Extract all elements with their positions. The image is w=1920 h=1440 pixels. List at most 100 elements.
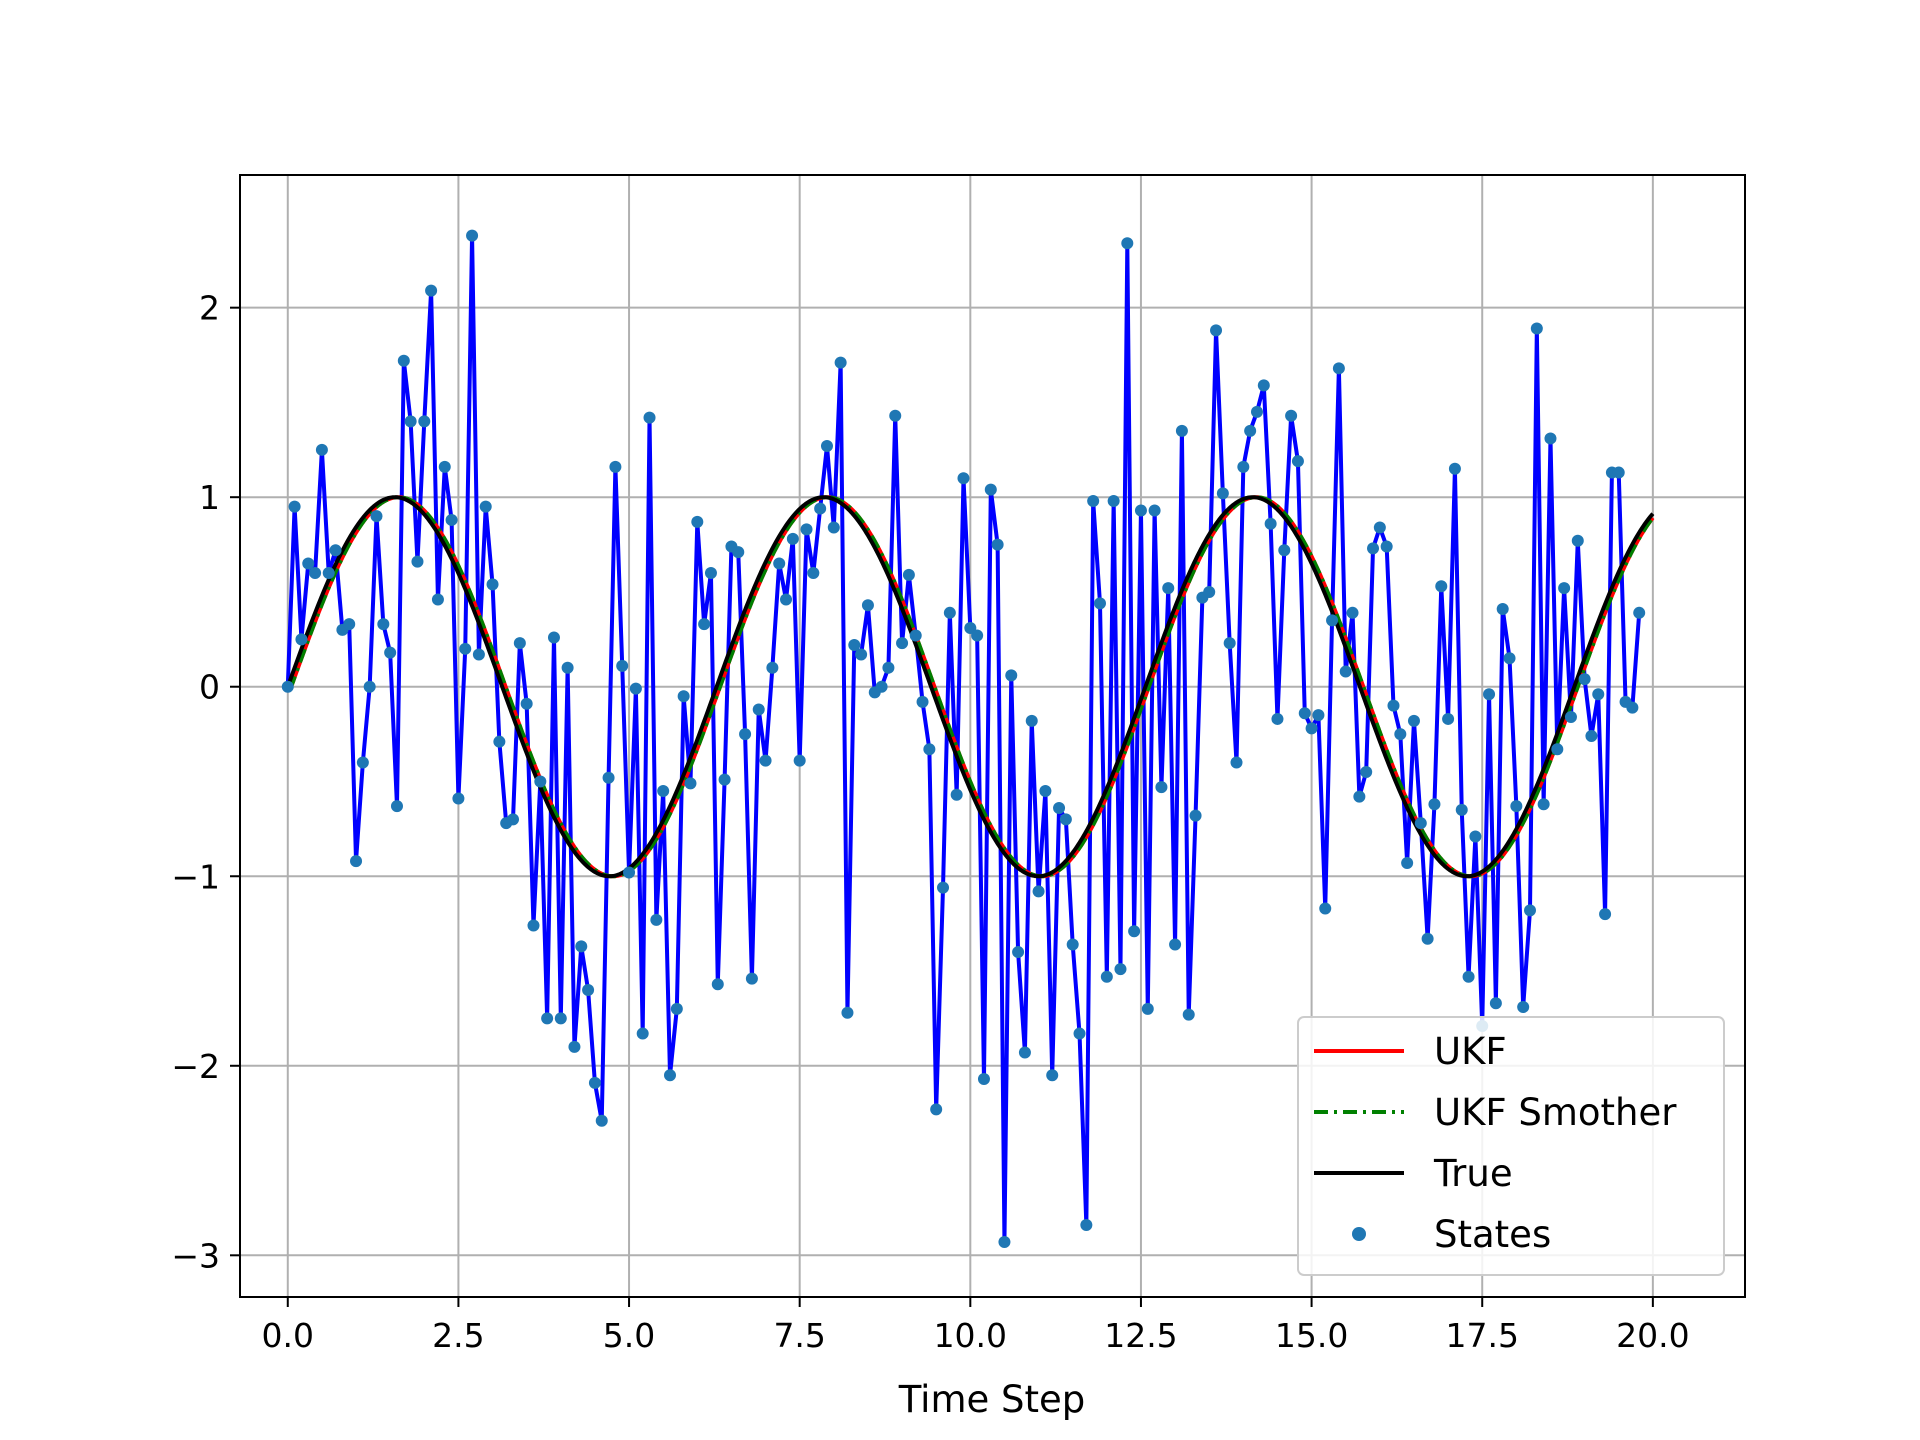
state-point	[739, 728, 752, 741]
state-point	[691, 515, 704, 528]
state-point	[438, 460, 451, 473]
state-point	[1455, 803, 1468, 816]
state-point	[616, 659, 629, 672]
x-tick-label: 0.0	[262, 1316, 314, 1355]
state-point	[1407, 714, 1420, 727]
state-point	[1319, 902, 1332, 915]
x-tick-label: 12.5	[1104, 1316, 1177, 1355]
state-point	[377, 618, 390, 631]
state-point	[643, 411, 656, 424]
state-point	[937, 881, 950, 894]
state-point	[1169, 938, 1182, 951]
legend-box	[1297, 1016, 1725, 1276]
state-point	[1339, 665, 1352, 678]
state-point	[1059, 813, 1072, 826]
state-point	[1312, 709, 1325, 722]
state-point	[1394, 728, 1407, 741]
state-point	[1346, 606, 1359, 619]
state-point	[1148, 504, 1161, 517]
state-point	[1182, 1008, 1195, 1021]
state-point	[1360, 766, 1373, 779]
state-point	[1203, 585, 1216, 598]
x-tick-label: 5.0	[603, 1316, 655, 1355]
series-layer	[281, 229, 1655, 1249]
state-point	[759, 754, 772, 767]
state-point	[773, 557, 786, 570]
state-point	[1141, 1002, 1154, 1015]
state-point	[718, 773, 731, 786]
state-point	[541, 1012, 554, 1025]
state-point	[1326, 614, 1339, 627]
state-point	[1230, 756, 1243, 769]
state-point	[534, 775, 547, 788]
state-point	[698, 618, 711, 631]
state-point	[1626, 701, 1639, 714]
ukf-smoother-line	[287, 495, 1655, 879]
state-point	[1189, 809, 1202, 822]
state-point	[1414, 817, 1427, 830]
state-point	[1517, 1001, 1530, 1014]
state-point	[766, 661, 779, 674]
legend-label-ukf: UKF	[1434, 1030, 1507, 1073]
state-point	[834, 356, 847, 369]
state-point	[1080, 1218, 1093, 1231]
state-point	[486, 578, 499, 591]
state-point	[943, 606, 956, 619]
plot-frame	[239, 174, 1746, 1298]
plot-area	[281, 229, 1655, 1249]
state-point	[629, 682, 642, 695]
state-point	[1421, 932, 1434, 945]
state-point	[554, 1012, 567, 1025]
state-point	[1094, 597, 1106, 610]
state-point	[1107, 494, 1120, 507]
state-point	[820, 440, 833, 453]
state-point	[1285, 409, 1298, 422]
state-point	[466, 229, 479, 242]
state-point	[1264, 517, 1277, 530]
true-line	[285, 495, 1655, 879]
y-tick-label: −2	[171, 1047, 220, 1086]
state-point	[404, 415, 417, 428]
state-point	[1599, 908, 1612, 921]
state-point	[1592, 688, 1605, 701]
state-point	[1032, 885, 1045, 898]
state-point	[957, 472, 970, 485]
state-point	[411, 555, 424, 568]
state-point	[363, 680, 376, 693]
state-point	[1175, 424, 1188, 437]
legend-swatch-states	[1352, 1227, 1366, 1241]
state-point	[882, 661, 895, 674]
state-point	[1100, 970, 1113, 983]
state-point	[650, 913, 663, 926]
state-point	[329, 544, 342, 557]
y-tick-label: 0	[199, 668, 220, 707]
state-point	[520, 697, 533, 710]
state-point	[684, 777, 697, 790]
state-point	[786, 532, 799, 545]
state-point	[1428, 798, 1441, 811]
state-point	[397, 354, 410, 367]
y-tick-label: −1	[171, 857, 220, 896]
state-point	[1012, 946, 1025, 959]
state-point	[827, 521, 840, 534]
state-point	[1298, 707, 1311, 720]
state-point	[575, 940, 588, 953]
state-point	[1448, 462, 1461, 475]
state-point	[561, 661, 574, 674]
x-tick-label: 17.5	[1445, 1316, 1518, 1355]
state-point	[568, 1040, 581, 1053]
state-point	[384, 646, 397, 659]
state-point	[1530, 322, 1543, 335]
state-point	[745, 972, 758, 985]
state-point	[1039, 784, 1052, 797]
state-point	[1483, 688, 1496, 701]
state-point	[459, 642, 472, 655]
state-point	[1005, 669, 1018, 682]
state-point	[390, 800, 403, 813]
state-point	[582, 983, 595, 996]
state-point	[350, 855, 363, 868]
state-point	[1537, 798, 1550, 811]
y-tick-label: 1	[199, 478, 220, 517]
state-point	[1469, 830, 1482, 843]
state-point	[1332, 362, 1345, 375]
